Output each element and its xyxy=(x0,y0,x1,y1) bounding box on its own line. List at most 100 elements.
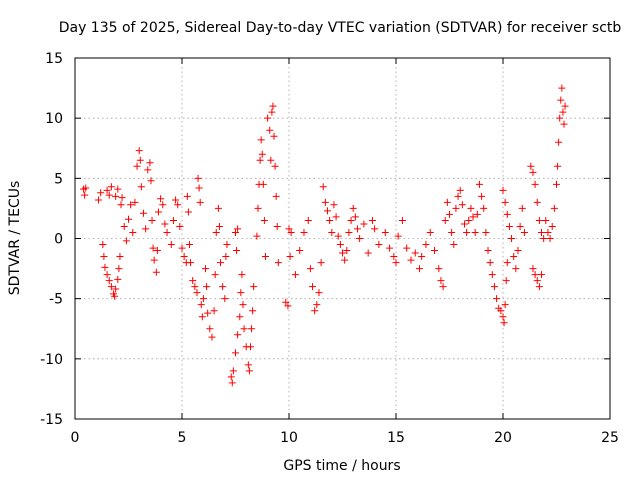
data-point xyxy=(204,309,212,317)
data-point xyxy=(356,235,364,242)
data-point xyxy=(407,256,415,264)
data-point xyxy=(441,216,449,224)
data-point xyxy=(548,222,556,230)
y-tick-label: 5 xyxy=(54,171,63,187)
x-tick-label: 20 xyxy=(494,430,512,446)
x-tick-label: 25 xyxy=(601,430,619,446)
data-point xyxy=(221,295,229,303)
data-point xyxy=(535,216,543,224)
data-point xyxy=(112,285,120,293)
data-point xyxy=(187,259,195,267)
data-point xyxy=(544,228,552,236)
data-point xyxy=(199,295,207,303)
data-point xyxy=(232,228,239,236)
data-point xyxy=(236,313,244,321)
data-point xyxy=(103,186,111,194)
data-point xyxy=(234,225,242,233)
data-point xyxy=(157,195,165,203)
data-point xyxy=(533,277,541,285)
data-point xyxy=(330,201,338,209)
data-point xyxy=(443,198,451,206)
data-point xyxy=(105,277,113,285)
data-point xyxy=(390,253,398,261)
data-point xyxy=(150,256,158,264)
data-point xyxy=(560,120,568,128)
data-point xyxy=(463,228,471,236)
data-point xyxy=(516,222,524,230)
data-point xyxy=(112,192,120,200)
data-point xyxy=(546,235,554,242)
x-axis: 0 5 10 15 20 25 xyxy=(71,58,619,446)
data-point xyxy=(249,307,257,315)
data-point xyxy=(328,228,336,236)
data-point xyxy=(161,220,169,228)
data-point xyxy=(473,210,481,218)
data-point xyxy=(147,177,155,185)
data-point xyxy=(206,325,214,333)
data-point xyxy=(364,249,372,257)
data-point xyxy=(475,180,483,188)
data-point xyxy=(120,222,128,230)
data-point xyxy=(203,283,211,291)
data-point xyxy=(527,162,535,170)
data-point xyxy=(411,249,419,257)
data-point xyxy=(144,166,152,174)
data-point xyxy=(268,108,276,116)
data-point xyxy=(257,136,265,144)
data-point xyxy=(100,253,108,261)
data-point xyxy=(520,228,528,236)
data-point xyxy=(540,235,548,242)
data-point xyxy=(339,249,346,257)
data-point xyxy=(198,313,206,321)
data-point xyxy=(118,194,126,202)
data-point xyxy=(450,241,458,249)
data-point xyxy=(535,283,543,291)
data-point xyxy=(490,283,498,291)
data-point xyxy=(313,301,321,309)
data-point xyxy=(81,191,89,199)
data-point xyxy=(260,216,268,224)
data-point xyxy=(114,185,122,193)
data-point xyxy=(253,232,261,240)
data-point xyxy=(319,183,327,191)
data-point xyxy=(531,271,539,279)
grid xyxy=(75,58,610,419)
data-point xyxy=(269,102,277,110)
data-point xyxy=(178,244,186,252)
y-tick-label: 15 xyxy=(45,51,63,67)
data-point xyxy=(304,216,312,224)
data-point xyxy=(349,204,357,212)
data-point xyxy=(394,232,402,240)
data-point xyxy=(392,259,400,267)
data-point xyxy=(426,228,434,236)
data-point xyxy=(557,96,565,104)
data-point xyxy=(435,265,443,273)
data-point xyxy=(501,301,509,309)
data-point xyxy=(103,271,111,279)
data-point xyxy=(285,225,293,233)
data-point xyxy=(334,232,342,240)
data-point xyxy=(499,186,507,194)
y-tick-label: 10 xyxy=(45,111,63,127)
data-point xyxy=(229,367,237,375)
data-point xyxy=(258,150,266,158)
data-point xyxy=(559,108,567,116)
y-tick-label: -15 xyxy=(40,412,63,428)
data-point xyxy=(306,265,314,273)
data-point xyxy=(482,228,490,236)
data-point xyxy=(510,253,518,261)
data-point xyxy=(272,192,280,200)
data-point xyxy=(538,271,546,279)
data-point xyxy=(215,222,223,230)
data-point xyxy=(486,259,494,267)
data-point xyxy=(211,271,219,279)
data-point xyxy=(286,253,294,261)
data-point xyxy=(212,228,220,236)
data-point xyxy=(174,201,182,209)
data-point xyxy=(267,156,275,164)
data-point xyxy=(512,265,520,273)
data-point xyxy=(456,186,464,194)
data-point xyxy=(176,222,184,230)
data-point xyxy=(250,283,258,291)
data-point xyxy=(416,265,424,273)
